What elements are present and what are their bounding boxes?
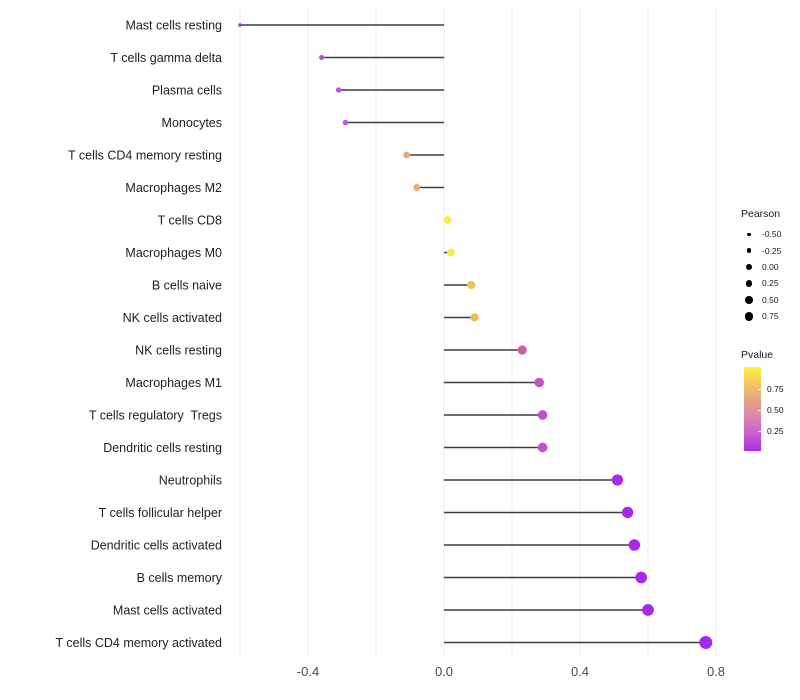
colorbar-tick-label: 0.50 [767,405,784,415]
x-axis-tick-label: 0.8 [707,664,725,679]
pvalue-colorbar [744,367,761,451]
lollipop-dot [517,345,527,355]
x-axis-tick-label: 0.4 [571,664,589,679]
legend-pvalue-title: Pvalue [741,349,774,361]
legend-pvalue: Pvalue 0.75 0.50 0.25 [741,349,784,451]
lollipop-dot [470,313,479,322]
legend-pearson-entry: -0.50 [741,226,781,242]
y-axis-label: Macrophages M2 [125,181,222,195]
legend-size-dot [747,232,751,236]
legend-dot-cell [741,311,757,321]
lollipop-dot [467,280,476,290]
legend-pearson-entry: 0.75 [741,308,781,324]
legend-size-label: -0.50 [762,229,782,240]
legend-pearson-entry: 0.00 [741,259,781,275]
legend-size-dot [746,248,752,253]
y-axis-label: NK cells activated [123,311,222,325]
y-axis-label: T cells CD8 [158,214,222,228]
x-axis-tick-label: 0.0 [435,664,453,679]
y-axis-label: Mast cells activated [113,604,222,618]
lollipop-dot [635,571,648,584]
y-axis-label: Mast cells resting [125,19,222,33]
legend-size-dot [745,279,753,287]
lollipop-dot [699,636,713,649]
y-axis-label: Monocytes [162,116,222,130]
legend-size-label: 0.75 [762,311,779,322]
lollipop-dot [446,248,455,257]
legend-size-label: 0.50 [762,294,779,305]
y-axis-label: T cells CD4 memory activated [56,636,223,650]
legend-size-label: 0.25 [762,278,779,289]
legend-size-label: -0.25 [762,245,782,256]
colorbar-tick [757,410,761,411]
y-axis-label: Macrophages M1 [125,376,222,390]
legend-dot-cell [741,264,757,270]
y-axis-label: T cells gamma delta [110,51,222,65]
y-axis-label: Plasma cells [152,84,222,98]
lollipop-dot [443,216,452,224]
legend-dot-cell [741,295,757,304]
y-axis-label: Neutrophils [159,474,222,488]
legend-dot-cell [741,279,757,287]
y-axis-label: B cells naive [152,279,222,293]
lollipop-dot [642,604,654,616]
lollipop-dot [342,119,349,126]
lollipop-dot [238,23,242,27]
lollipop-dot [611,474,623,486]
legend-size-label: 0.00 [762,261,779,272]
y-axis-label: Macrophages M0 [125,246,222,260]
legend-size-dot [744,311,754,321]
y-axis-label: T cells follicular helper [99,506,222,520]
legend-pearson-entry: 0.50 [741,292,781,308]
y-axis-label: T cells regulatory Tregs [89,409,222,423]
x-axis-tick-label: -0.4 [297,664,319,679]
legend-dot-cell [741,232,757,236]
y-axis-label: Dendritic cells activated [91,539,222,553]
lollipop-dot [534,377,544,388]
lollipop-dot [621,506,634,519]
lollipop-dot [403,151,411,159]
colorbar-tick [757,389,761,390]
lollipop-dot [628,539,641,551]
lollipop-dot [413,183,421,192]
legend-size-dot [745,295,753,304]
lollipop-dot [537,442,548,453]
lollipop-dot [319,54,325,61]
colorbar-tick [757,431,761,432]
y-axis-label: Dendritic cells resting [103,441,222,455]
legend-pearson-entries: -0.50 -0.25 0.00 0.25 0.50 0.75 [741,226,781,324]
y-axis-label: T cells CD4 memory resting [68,149,222,163]
y-axis-label: NK cells resting [135,344,222,358]
lollipop-dot [335,87,342,93]
legend-pearson-entry: 0.25 [741,275,781,291]
colorbar-tick-label: 0.25 [767,426,784,436]
lollipop-dot [537,410,548,420]
legend-dot-cell [741,248,757,253]
colorbar-tick-label: 0.75 [767,384,784,394]
legend-pearson-entry: -0.25 [741,242,781,258]
legend-pearson-title: Pearson [741,208,781,220]
y-axis-label: B cells memory [137,571,223,585]
legend-pearson: Pearson -0.50 -0.25 0.00 0.25 0.50 0.75 [741,208,781,324]
legend-size-dot [746,264,752,270]
